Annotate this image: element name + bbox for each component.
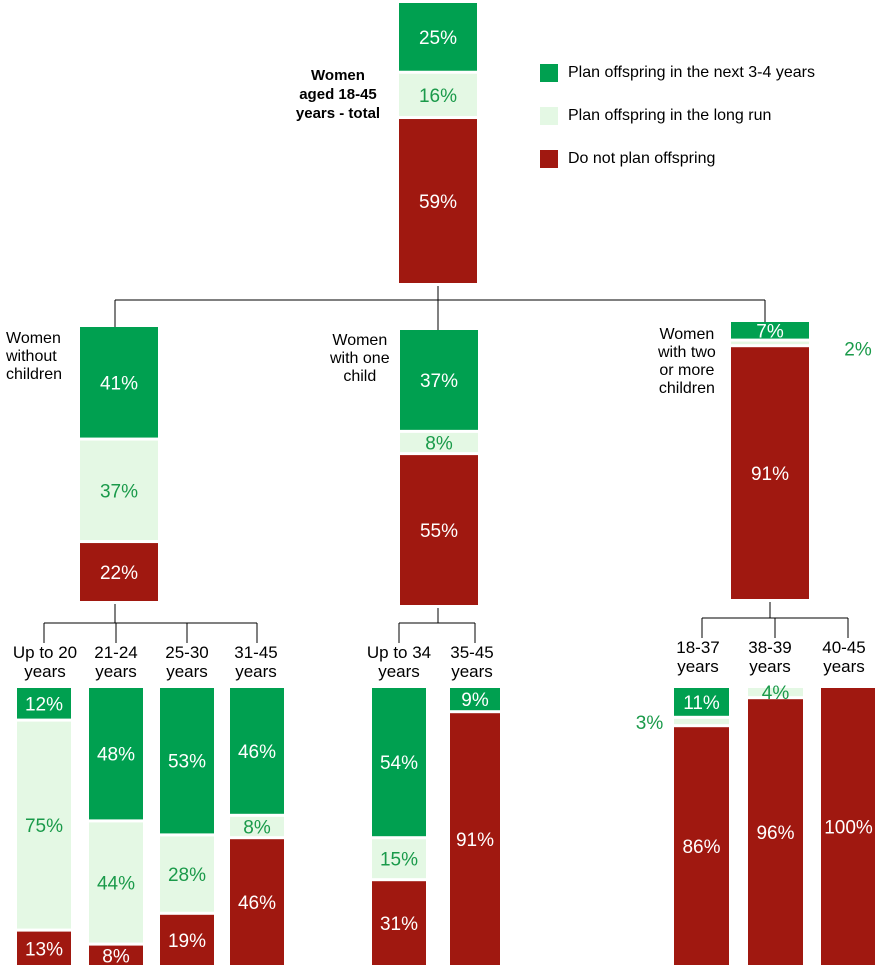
data-label-nc_31_45-no-plan: 46% (238, 893, 276, 914)
bar-segment-nc_31_45-plan-near (230, 688, 284, 814)
bar-segment-tp_38_39-plan-long (748, 688, 803, 697)
bar-segment-no_children-no-plan (80, 543, 158, 601)
bar-segment-oc_upto34-plan-near (372, 688, 426, 837)
data-label-tp_18_37-plan-long: 3% (636, 713, 664, 734)
data-label-two_plus-no-plan: 91% (751, 464, 789, 485)
bar-segment-tp_18_37-plan-near (674, 688, 729, 716)
legend-item-plan-near: Plan offspring in the next 3-4 years (540, 60, 815, 85)
data-label-tp_38_39-no-plan: 96% (756, 823, 794, 844)
data-label-nc_upto20-plan-near: 12% (25, 694, 63, 715)
data-label-tp_18_37-no-plan: 86% (682, 837, 720, 858)
bar-segment-total-no-plan (399, 119, 477, 283)
bar-segment-no_children-plan-long (80, 440, 158, 541)
age-label-25-30: 25-30 years (165, 643, 209, 681)
bar-segment-total-plan-long (399, 73, 477, 117)
age-label-31-45: 31-45 years (234, 643, 278, 681)
age-label-35-45: 35-45 years (450, 643, 494, 681)
bar-segment-total-plan-near (399, 3, 477, 71)
legend-item-no-plan: Do not plan offspring (540, 146, 815, 171)
data-label-oc_upto34-plan-near: 54% (380, 753, 418, 774)
data-label-total-plan-near: 25% (419, 28, 457, 49)
bar-segment-oc_35_45-plan-near (450, 688, 500, 711)
bar-segment-two_plus-plan-near (731, 322, 809, 339)
data-label-one_child-plan-long: 8% (425, 433, 453, 454)
data-label-nc_31_45-plan-near: 46% (238, 742, 276, 763)
data-label-oc_upto34-plan-long: 15% (380, 850, 418, 871)
chart-title: Women aged 18-45 years - total (295, 67, 381, 122)
age-label-upto20: Up to 20 years (12, 643, 78, 681)
bar-segment-nc_25_30-plan-long (160, 836, 214, 912)
legend-swatch-no-plan (540, 150, 558, 168)
data-label-nc_21_24-plan-near: 48% (97, 745, 135, 766)
bar-segment-nc_upto20-plan-near (17, 688, 71, 719)
bar-segment-no_children-plan-near (80, 327, 158, 438)
legend-label-no-plan: Do not plan offspring (568, 150, 716, 167)
legend-swatch-plan-long (540, 107, 558, 125)
data-label-tp_40_45-no-plan: 100% (824, 818, 873, 839)
data-label-nc_25_30-plan-long: 28% (168, 865, 206, 886)
bar-segment-oc_upto34-plan-long (372, 839, 426, 879)
bar-segment-oc_35_45-no-plan (450, 713, 500, 965)
bar-segment-nc_25_30-plan-near (160, 688, 214, 834)
data-label-two_plus-plan-long: 2% (844, 340, 872, 361)
bar-segment-nc_upto20-no-plan (17, 931, 71, 965)
data-label-one_child-no-plan: 55% (420, 521, 458, 542)
data-label-tp_18_37-plan-near: 11% (683, 693, 720, 714)
group-title-two-plus: Women with two or more children (658, 326, 716, 397)
bar-segment-one_child-plan-long (400, 432, 478, 453)
age-label-upto34: Up to 34 years (366, 643, 432, 681)
data-label-two_plus-plan-near: 7% (756, 321, 784, 342)
data-label-nc_25_30-no-plan: 19% (168, 931, 206, 952)
bar-segment-nc_21_24-no-plan (89, 945, 143, 965)
bar-segment-tp_18_37-plan-long (674, 718, 729, 725)
group-title-one-child: Women with one child (330, 332, 390, 385)
data-label-nc_31_45-plan-long: 8% (243, 818, 271, 839)
bar-segment-one_child-plan-near (400, 330, 478, 430)
data-label-nc_upto20-no-plan: 13% (25, 939, 63, 960)
data-label-nc_upto20-plan-long: 75% (25, 816, 63, 837)
data-label-no_children-no-plan: 22% (100, 563, 138, 584)
legend: Plan offspring in the next 3-4 years Pla… (540, 60, 815, 189)
data-label-no_children-plan-long: 37% (100, 481, 138, 502)
data-label-oc_35_45-no-plan: 91% (456, 830, 494, 851)
bar-segment-tp_18_37-no-plan (674, 727, 729, 965)
data-label-total-no-plan: 59% (419, 192, 457, 213)
bar-segment-two_plus-no-plan (731, 347, 809, 599)
legend-swatch-plan-near (540, 64, 558, 82)
legend-label-plan-near: Plan offspring in the next 3-4 years (568, 64, 815, 81)
legend-item-plan-long: Plan offspring in the long run (540, 103, 815, 128)
age-label-21-24: 21-24 years (94, 643, 138, 681)
data-label-oc_35_45-plan-near: 9% (461, 690, 489, 711)
legend-label-plan-long: Plan offspring in the long run (568, 107, 772, 124)
data-label-no_children-plan-near: 41% (100, 373, 138, 394)
bar-segment-nc_21_24-plan-near (89, 688, 143, 820)
data-label-total-plan-long: 16% (419, 86, 457, 107)
bar-segment-nc_25_30-no-plan (160, 914, 214, 965)
bar-segment-tp_38_39-no-plan (748, 699, 803, 965)
data-label-nc_21_24-plan-long: 44% (97, 874, 135, 895)
data-label-one_child-plan-near: 37% (420, 371, 458, 392)
bar-segment-one_child-no-plan (400, 455, 478, 605)
group-title-no-children: Women without children (6, 330, 63, 383)
data-label-nc_21_24-no-plan: 8% (102, 946, 130, 967)
bar-segment-nc_31_45-no-plan (230, 839, 284, 965)
bar-segment-tp_40_45-no-plan (821, 688, 875, 965)
age-label-18-37: 18-37 years (676, 638, 720, 676)
data-label-oc_upto34-no-plan: 31% (380, 914, 418, 935)
bar-segment-oc_upto34-no-plan (372, 881, 426, 965)
data-label-tp_38_39-plan-long: 4% (762, 683, 790, 704)
data-label-nc_25_30-plan-near: 53% (168, 752, 206, 773)
bar-segment-nc_21_24-plan-long (89, 822, 143, 943)
bar-segment-two_plus-plan-long (731, 341, 809, 345)
bar-segment-nc_31_45-plan-long (230, 816, 284, 837)
bar-segment-nc_upto20-plan-long (17, 721, 71, 929)
age-label-40-45: 40-45 years (822, 638, 866, 676)
age-label-38-39: 38-39 years (748, 638, 792, 676)
